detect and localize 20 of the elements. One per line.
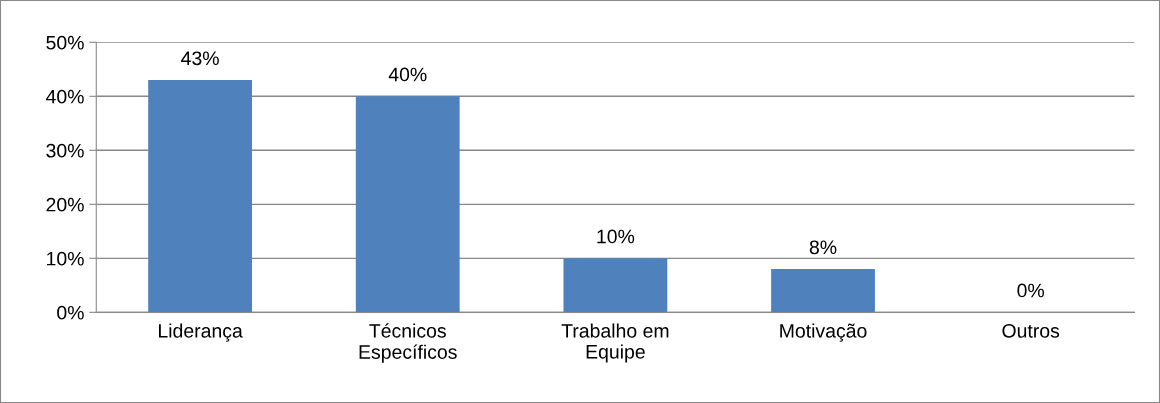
x-tick-label: Liderança — [159, 323, 243, 342]
y-tick-label: 30% — [46, 143, 84, 158]
y-tick-label: 20% — [46, 197, 84, 212]
y-tick-label: 0% — [57, 305, 84, 320]
y-tick-label: 40% — [46, 89, 84, 104]
data-label: 0% — [1017, 283, 1045, 298]
data-label: 8% — [809, 240, 837, 255]
bar — [563, 258, 668, 313]
data-label: 43% — [181, 51, 219, 66]
x-tick-label: Motivação — [780, 323, 867, 342]
bar — [355, 96, 460, 313]
y-tick-label: 50% — [46, 35, 84, 50]
x-tick-label: Trabalho em Equipe — [561, 323, 669, 363]
bar — [771, 269, 875, 313]
data-label: 40% — [388, 67, 427, 82]
x-tick-label: Técnicos Específicos — [359, 323, 457, 363]
data-label: 10% — [597, 229, 635, 244]
bar — [148, 80, 253, 313]
x-tick-label: Outros — [1002, 323, 1060, 338]
y-tick-label: 10% — [47, 251, 84, 266]
